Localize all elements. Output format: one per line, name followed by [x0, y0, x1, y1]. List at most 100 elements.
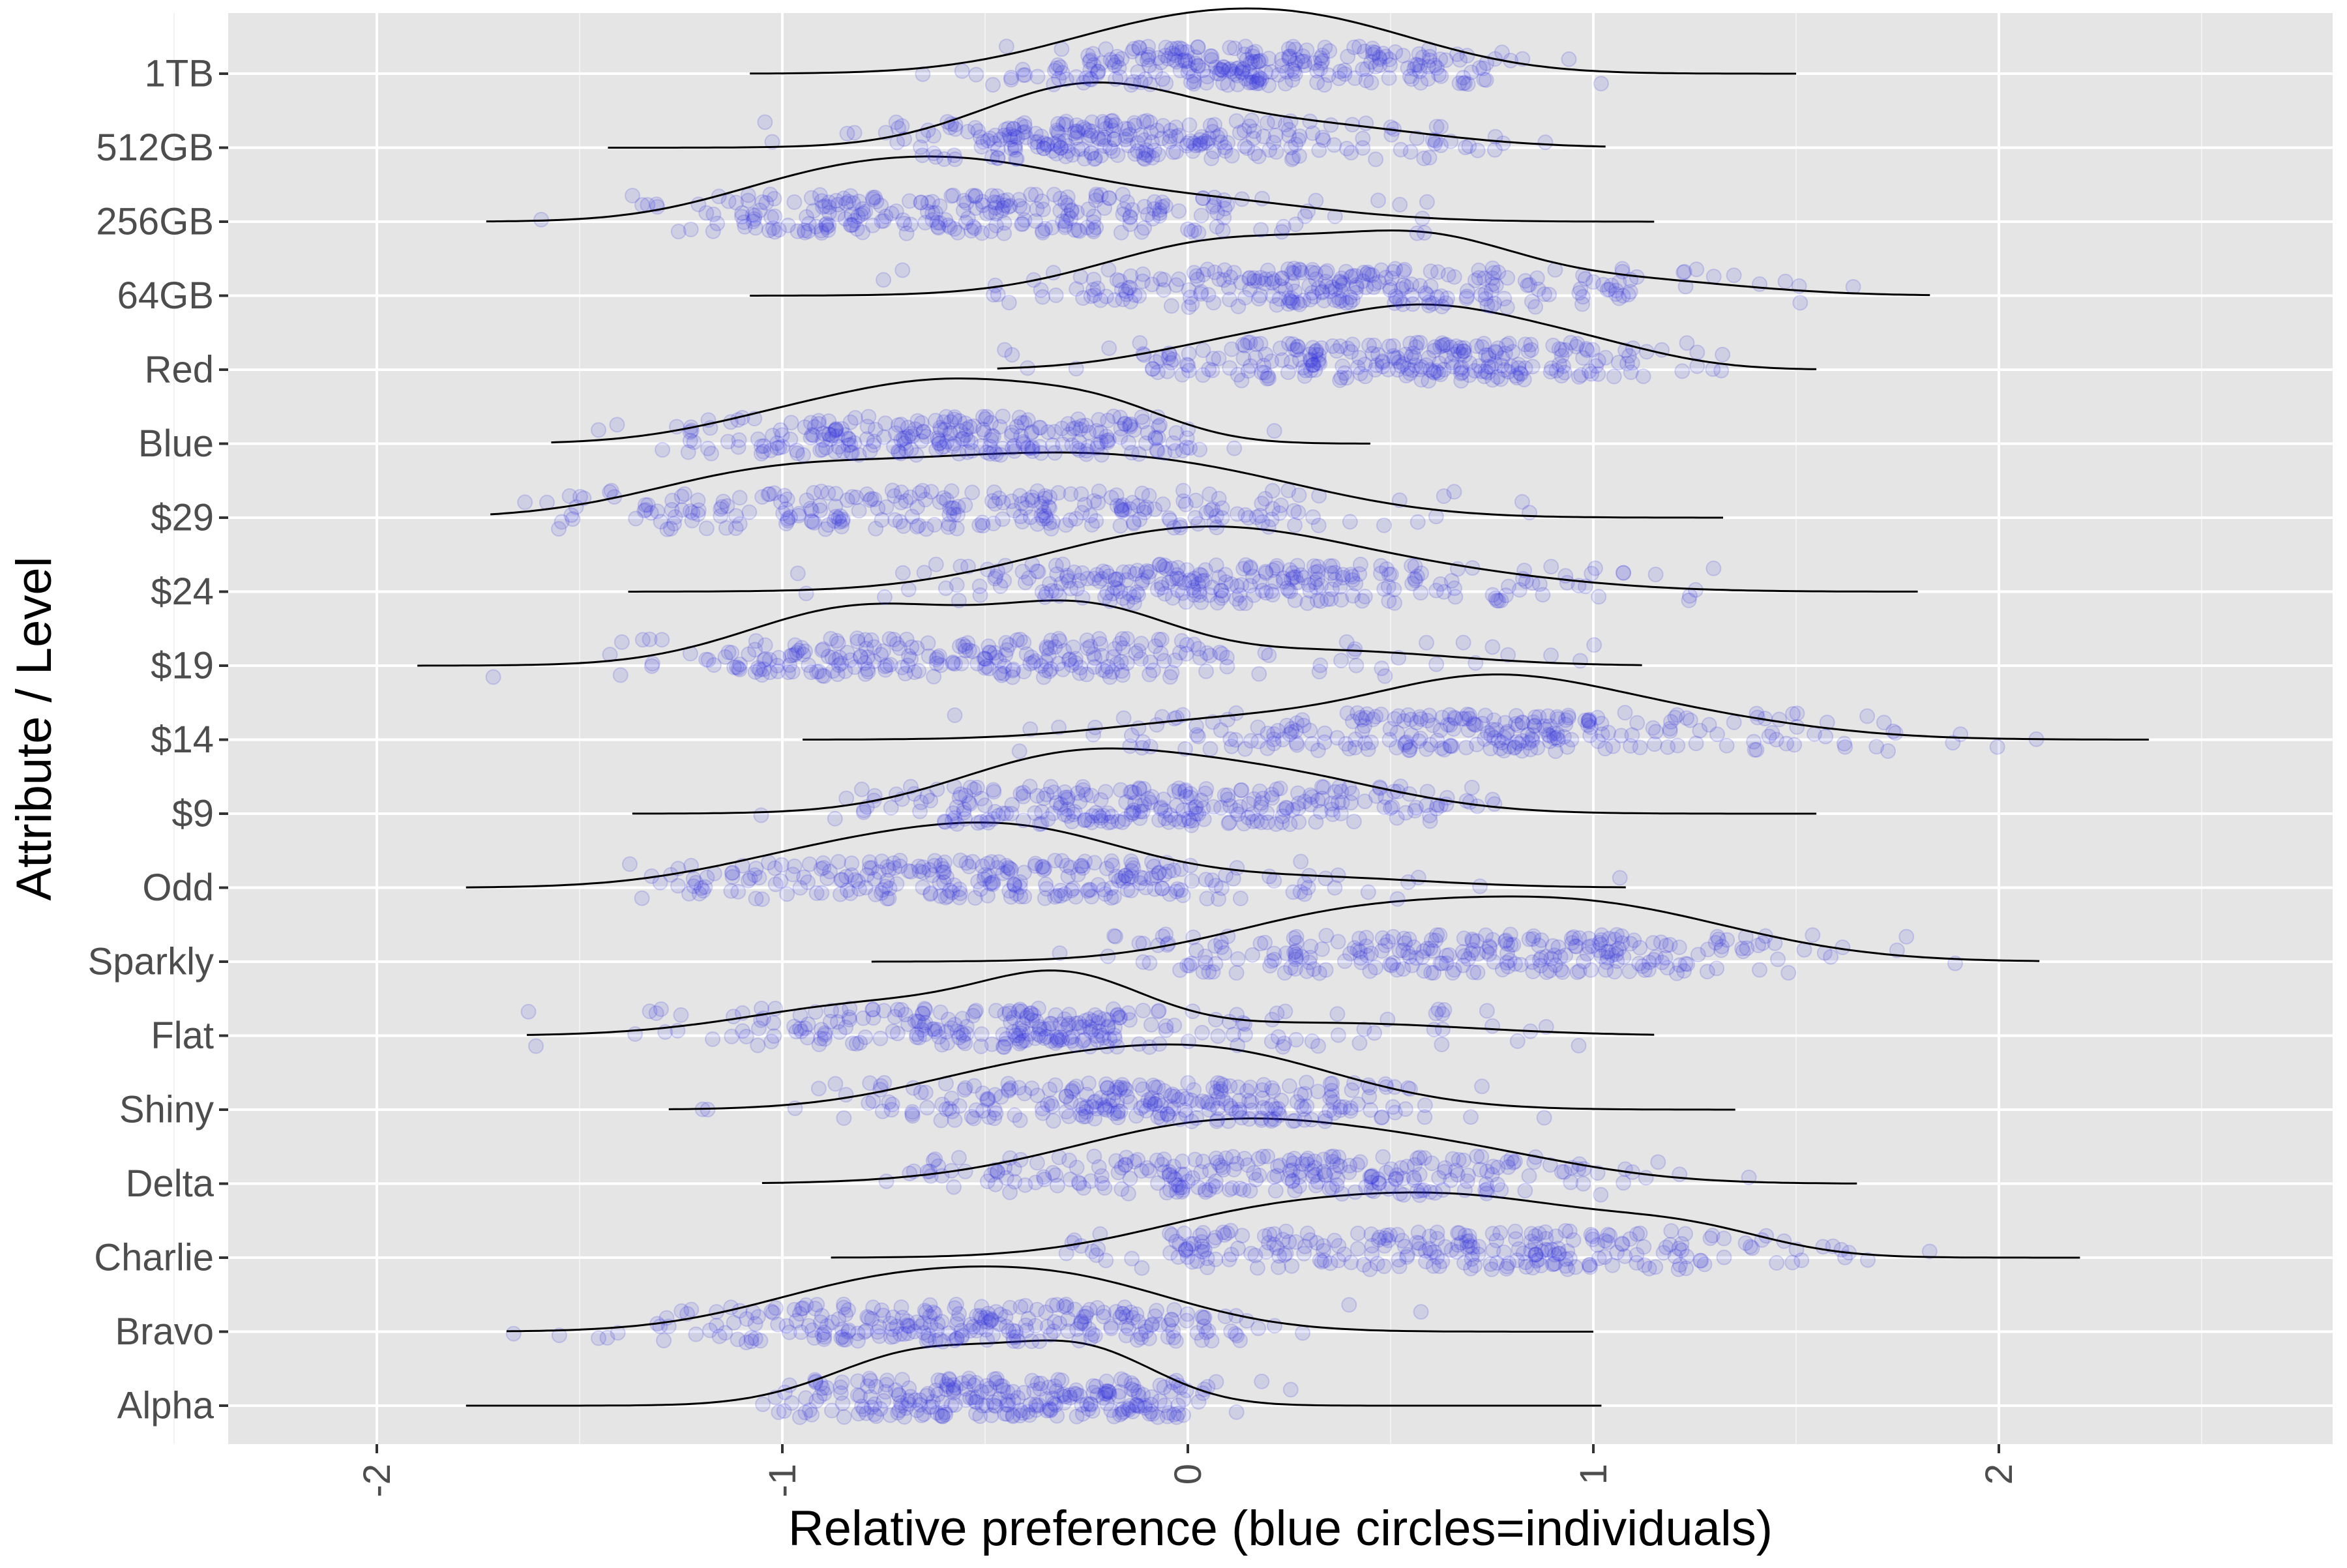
individual-point [945, 501, 960, 515]
individual-point [962, 1374, 976, 1389]
individual-point [898, 666, 913, 681]
individual-point [823, 632, 838, 646]
individual-point [885, 483, 900, 497]
individual-point [926, 146, 941, 160]
individual-point [1630, 1248, 1644, 1262]
individual-point [829, 423, 843, 437]
individual-point [1078, 1310, 1093, 1324]
individual-point [1089, 189, 1104, 203]
individual-point [1028, 1031, 1042, 1046]
individual-point [1805, 928, 1820, 942]
individual-point [1435, 956, 1449, 971]
individual-point [1085, 1404, 1100, 1418]
individual-point [1044, 1016, 1059, 1031]
individual-point [1287, 945, 1301, 960]
individual-point [1314, 1254, 1329, 1269]
individual-point [1572, 964, 1587, 978]
individual-point [1475, 1079, 1489, 1093]
individual-point [1106, 55, 1120, 70]
individual-point [1337, 1247, 1351, 1262]
individual-point [1095, 1169, 1109, 1183]
individual-point [896, 213, 910, 228]
individual-point [1325, 559, 1340, 573]
individual-point [1136, 274, 1150, 289]
individual-point [1199, 872, 1213, 887]
individual-point [856, 206, 870, 220]
individual-point [701, 441, 715, 456]
individual-point [758, 115, 772, 129]
individual-point [1690, 346, 1704, 360]
individual-point [713, 509, 728, 523]
individual-point [1099, 784, 1113, 799]
individual-point [1787, 737, 1801, 752]
individual-point [1441, 267, 1456, 282]
individual-point [997, 226, 1011, 241]
individual-point [1104, 854, 1119, 868]
individual-point [1351, 1226, 1365, 1241]
individual-point [1127, 1155, 1142, 1169]
individual-point [986, 783, 1001, 797]
individual-point [851, 1374, 865, 1388]
individual-point [733, 662, 747, 677]
individual-point [1330, 344, 1344, 358]
individual-point [1500, 271, 1514, 285]
individual-point [770, 441, 784, 455]
individual-point [1217, 946, 1232, 960]
individual-point [1038, 590, 1052, 604]
individual-point [1607, 370, 1621, 384]
individual-point [1035, 290, 1050, 304]
individual-point [1485, 722, 1499, 737]
individual-point [1377, 518, 1391, 533]
individual-point [780, 887, 794, 901]
individual-point [726, 870, 740, 884]
individual-point [1254, 1374, 1269, 1389]
individual-point [1199, 782, 1213, 796]
individual-point [1155, 632, 1169, 647]
individual-point [1350, 280, 1364, 295]
individual-point [1086, 1379, 1100, 1393]
individual-point [1491, 341, 1505, 355]
individual-point [1701, 942, 1715, 956]
individual-point [1544, 648, 1558, 662]
individual-point [1107, 929, 1121, 943]
individual-point [507, 1327, 521, 1341]
individual-point [1049, 288, 1063, 303]
individual-point [1704, 1231, 1718, 1245]
individual-point [1267, 874, 1281, 888]
individual-point [1479, 1187, 1494, 1201]
individual-point [1057, 1299, 1071, 1313]
individual-point [1414, 1183, 1428, 1198]
individual-point [1420, 195, 1434, 209]
individual-point [1251, 720, 1265, 735]
individual-point [1051, 139, 1065, 153]
individual-point [1188, 510, 1202, 525]
individual-point [1050, 1034, 1065, 1048]
individual-point [1122, 565, 1136, 579]
individual-point [1386, 1100, 1400, 1114]
individual-point [1333, 294, 1347, 308]
individual-point [1198, 573, 1212, 587]
individual-point [1465, 780, 1479, 795]
individual-point [969, 68, 983, 82]
individual-point [1202, 1324, 1216, 1339]
individual-point [1663, 938, 1677, 952]
individual-point [1040, 788, 1054, 802]
individual-point [911, 414, 925, 428]
individual-point [1378, 938, 1393, 953]
individual-point [1578, 272, 1593, 286]
individual-point [1129, 646, 1143, 660]
individual-point [1163, 1246, 1177, 1260]
individual-point [1102, 1385, 1116, 1400]
individual-point [1230, 114, 1244, 128]
individual-point [1176, 888, 1190, 902]
individual-point [902, 582, 916, 597]
individual-point [766, 1016, 780, 1030]
individual-point [852, 503, 866, 518]
individual-point [1672, 958, 1687, 972]
individual-point [1185, 1255, 1200, 1269]
individual-point [701, 653, 716, 667]
individual-point [895, 1372, 909, 1387]
individual-point [1068, 1037, 1082, 1052]
individual-point [989, 1003, 1003, 1018]
individual-point [729, 521, 743, 535]
